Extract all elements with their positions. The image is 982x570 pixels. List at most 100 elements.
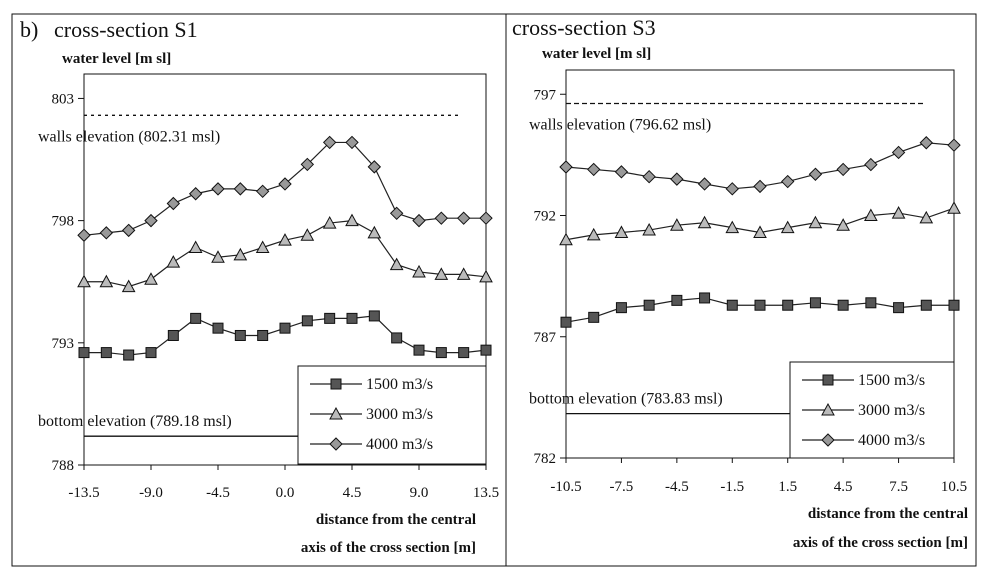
triangle-marker (329, 406, 343, 420)
diamond-marker (919, 136, 933, 150)
square-marker (560, 316, 572, 328)
plot-area (565, 69, 955, 459)
diamond-marker (322, 135, 337, 150)
square-marker (754, 299, 766, 311)
square-marker (837, 299, 849, 311)
x-tick-label: -10.5 (550, 479, 581, 495)
triangle-marker (77, 274, 91, 288)
square-marker (391, 332, 403, 344)
square-marker (588, 311, 600, 323)
diamond-marker (456, 211, 471, 225)
triangle-marker (255, 240, 270, 254)
square-marker (435, 347, 447, 359)
x-tick-label: 10.5 (941, 479, 967, 495)
diamond-marker (947, 138, 961, 152)
walls-elevation-label: walls elevation (796.62 msl) (529, 116, 711, 133)
legend-box (297, 365, 487, 465)
diamond-marker (121, 223, 136, 238)
square-marker (413, 344, 425, 356)
diamond-marker (211, 182, 225, 196)
panel-label: b) (20, 17, 38, 42)
triangle-marker (479, 269, 493, 283)
diamond-marker (559, 160, 573, 174)
y-tick-label: 793 (52, 336, 75, 352)
square-marker (100, 347, 112, 359)
x-tick-label: -1.5 (720, 479, 744, 495)
triangle-marker (725, 220, 740, 234)
triangle-marker (367, 225, 382, 239)
diamond-marker (77, 228, 91, 242)
triangle-marker (614, 225, 629, 238)
x-tick-label: -4.5 (665, 479, 689, 495)
x-tick-label: -7.5 (610, 479, 634, 495)
diamond-marker (300, 157, 315, 172)
diamond-marker (670, 172, 684, 186)
square-marker (234, 329, 246, 341)
square-marker (893, 302, 905, 314)
triangle-marker (808, 215, 823, 229)
bottom-elevation-label: bottom elevation (789.18 msl) (38, 413, 232, 430)
square-marker (809, 297, 821, 309)
square-marker (330, 378, 342, 390)
diamond-marker (233, 182, 248, 196)
x-tick-label: 1.5 (778, 479, 797, 495)
walls-elevation-label: walls elevation (802.31 msl) (38, 128, 220, 145)
chart-s1: b) cross-section S1 water level [m sl] 7… (20, 17, 499, 556)
square-marker (458, 347, 470, 359)
series-line (84, 315, 487, 356)
x-axis-label-line1: distance from the central (316, 512, 476, 528)
square-marker (948, 299, 960, 311)
diamond-marker (808, 167, 823, 181)
triangle-marker (919, 210, 934, 224)
panel-frame-left (11, 13, 507, 567)
diamond-marker (99, 226, 114, 240)
chart-title: cross-section S1 (54, 17, 198, 42)
triangle-marker (559, 232, 573, 246)
y-tick-label: 797 (534, 87, 557, 103)
diamond-marker (166, 196, 181, 211)
square-marker (346, 312, 358, 324)
square-marker (865, 297, 877, 309)
diamond-marker (389, 206, 404, 221)
diamond-marker (278, 177, 292, 191)
legend-entry: 4000 m3/s (858, 432, 925, 449)
triangle-marker (278, 233, 292, 246)
legend-entry: 1500 m3/s (858, 372, 925, 389)
diamond-marker (781, 174, 795, 189)
triangle-marker (389, 257, 404, 271)
diamond-marker (367, 160, 382, 174)
y-tick-label: 788 (52, 458, 75, 474)
series-line (84, 220, 487, 288)
x-tick-label: 9.0 (410, 485, 429, 501)
triangle-marker (780, 220, 795, 234)
square-marker (279, 322, 291, 334)
square-marker (643, 299, 655, 311)
triangle-marker (211, 250, 225, 263)
x-tick-label: -4.5 (206, 485, 230, 501)
diamond-marker (255, 184, 270, 199)
square-marker (782, 299, 794, 311)
triangle-marker (891, 206, 906, 219)
diamond-marker (614, 165, 629, 179)
square-marker (671, 294, 683, 306)
y-tick-label: 787 (534, 330, 557, 346)
x-axis-label-line1: distance from the central (808, 506, 968, 522)
y-axis-label: water level [m sl] (62, 51, 171, 67)
square-marker (145, 347, 157, 359)
square-marker (920, 299, 932, 311)
triangle-marker (412, 264, 426, 278)
diamond-marker (144, 213, 158, 228)
diamond-marker (891, 145, 906, 160)
triangle-marker (300, 228, 315, 241)
x-tick-label: 13.5 (473, 485, 499, 501)
triangle-marker (864, 208, 878, 221)
triangle-marker (642, 223, 656, 236)
triangle-marker (322, 216, 337, 229)
y-axis-label: water level [m sl] (542, 46, 651, 62)
diamond-marker (479, 211, 493, 225)
x-tick-label: -9.0 (139, 485, 163, 501)
square-marker (123, 349, 135, 361)
diamond-marker (412, 213, 426, 228)
x-tick-label: 4.5 (834, 479, 853, 495)
